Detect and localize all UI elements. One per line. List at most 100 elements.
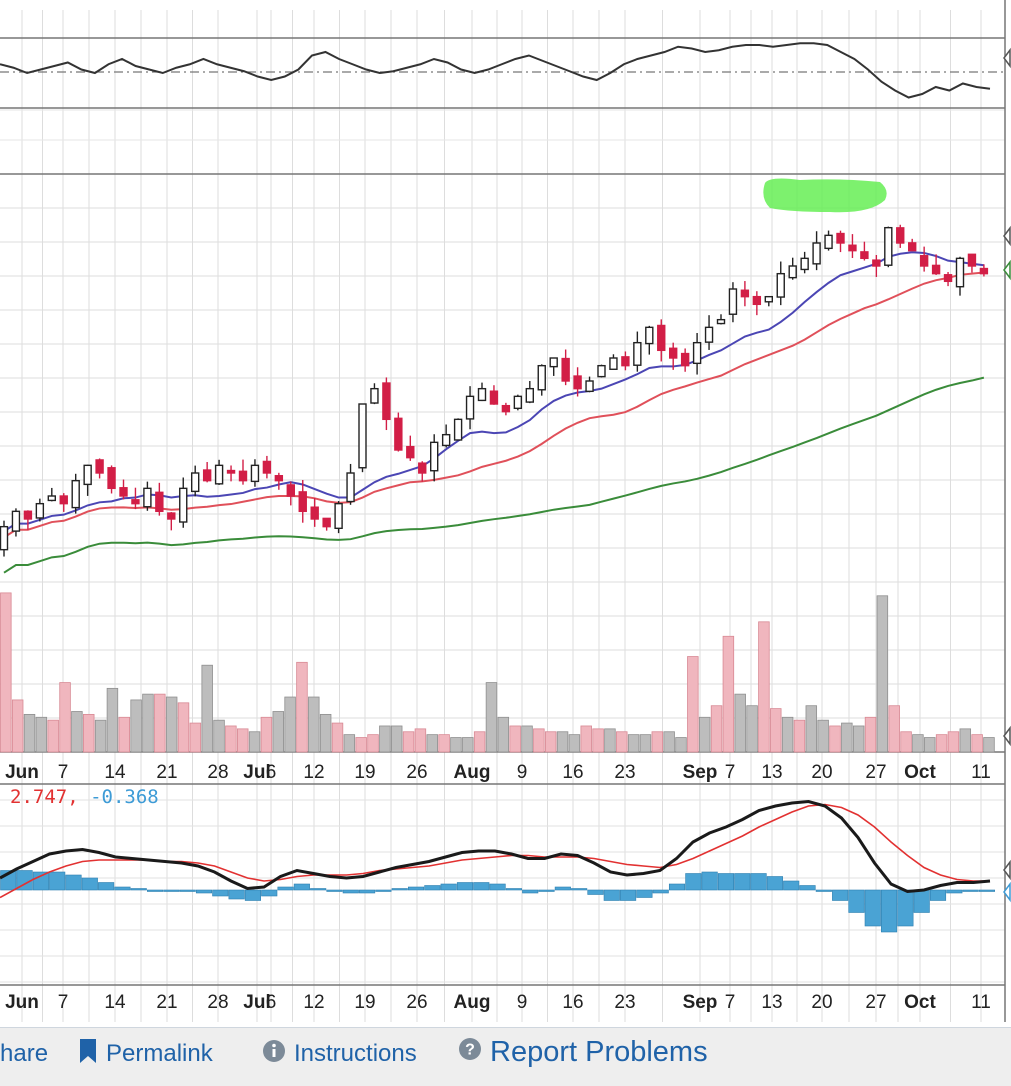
candle-body — [621, 356, 630, 367]
instructions-link[interactable]: Instructions — [262, 1036, 417, 1072]
macd-histogram-bar — [832, 889, 849, 901]
candle-body — [692, 341, 702, 365]
candle-body — [585, 380, 594, 393]
share-link[interactable]: hare — [0, 1036, 48, 1072]
volume-bar — [0, 592, 12, 753]
volume-bar — [23, 713, 36, 753]
macd-histogram-bar — [783, 880, 800, 891]
candle-body — [657, 324, 666, 352]
candle-body — [262, 460, 272, 474]
help-icon: ? — [458, 1036, 482, 1069]
volume-bar — [284, 696, 296, 753]
macd-histogram-bar — [147, 889, 164, 892]
volume-bar — [462, 737, 474, 753]
date-tick-label: 23 — [614, 992, 635, 1013]
date-tick-label: 11 — [971, 762, 991, 783]
candle-body — [119, 487, 128, 497]
macd-histogram-bar — [65, 874, 82, 891]
price-candles — [0, 224, 1011, 557]
date-tick-label: 27 — [865, 762, 886, 783]
macd-histogram-bar — [603, 889, 620, 901]
report-problems-link[interactable]: ? Report Problems — [458, 1034, 708, 1070]
report-problems-label: Report Problems — [490, 1035, 708, 1068]
volume-bar — [390, 725, 403, 753]
instructions-label: Instructions — [294, 1040, 417, 1067]
volume-bar — [213, 719, 225, 753]
candle-body — [95, 459, 104, 474]
candle-body — [298, 491, 307, 513]
macd-histogram-bar — [929, 889, 947, 901]
volume-bar — [521, 725, 533, 753]
date-tick-label: 27 — [865, 992, 886, 1013]
date-tick-label: 19 — [354, 992, 375, 1013]
candle-body — [394, 417, 403, 451]
share-label: hare — [0, 1040, 49, 1067]
macd-histogram-bar — [375, 889, 392, 892]
volume-bar — [59, 682, 71, 753]
volume-bar — [556, 731, 569, 753]
macd-histogram-bar — [359, 889, 376, 894]
date-tick-label: Jul — [243, 992, 270, 1013]
candle-body — [800, 257, 809, 271]
candle-body — [59, 495, 68, 505]
candle-body — [334, 502, 343, 530]
date-tick-label: 9 — [517, 992, 528, 1013]
macd-histogram-bar — [489, 883, 506, 891]
macd-histogram-bar — [228, 889, 245, 900]
volume-bar — [876, 595, 889, 753]
macd-histogram-bar — [636, 889, 653, 898]
candle-body — [776, 272, 785, 298]
candle-body — [310, 506, 319, 520]
date-tick-label: 7 — [725, 762, 736, 783]
macd-value: 2.747 — [10, 786, 68, 808]
volume-bar — [924, 737, 936, 753]
macd-legend-sep: , — [67, 786, 91, 808]
volume-bar — [533, 728, 545, 753]
candle-body — [633, 341, 642, 366]
volume-bar — [698, 716, 711, 753]
candle-body — [919, 255, 929, 267]
volume-bar — [189, 722, 202, 753]
candle-body — [561, 357, 570, 382]
volume-bar — [83, 713, 95, 753]
macd-histogram-bar — [293, 883, 310, 891]
candle-body — [955, 257, 965, 288]
candle-body — [286, 484, 295, 497]
candle-body — [884, 226, 893, 266]
highlight-shape — [763, 178, 887, 213]
moving-averages — [3, 251, 985, 574]
volume-bar — [426, 734, 438, 753]
macd-histogram-bar — [81, 877, 98, 891]
candle-body — [238, 470, 248, 482]
volume-bar — [616, 731, 628, 753]
permalink-link[interactable]: Permalink — [78, 1036, 213, 1072]
highlight-annotation — [763, 178, 887, 213]
macd-histogram-bar — [962, 889, 979, 892]
macd-histogram-bar — [212, 889, 229, 897]
volume-bar — [35, 716, 48, 753]
candle-body — [370, 387, 379, 404]
date-tick-label: 14 — [104, 762, 126, 783]
candle-body — [35, 502, 45, 519]
volume-bar — [829, 725, 841, 753]
date-tick-label: 13 — [761, 992, 782, 1013]
date-tick-label: 7 — [58, 992, 69, 1013]
volume-bar — [687, 656, 699, 753]
volume-bar — [177, 702, 190, 753]
macd-histogram-bar — [538, 889, 555, 892]
macd-panel — [0, 799, 1011, 933]
volume-bar — [544, 731, 557, 753]
grid-lines — [0, 0, 1006, 1022]
volume-bar — [485, 682, 498, 753]
candle-body — [979, 267, 989, 275]
volume-bar — [106, 687, 119, 753]
date-tick-label: 12 — [303, 992, 324, 1013]
date-tick-label: 28 — [207, 992, 228, 1013]
volume-bar — [793, 719, 806, 753]
date-tick-label: 28 — [207, 762, 228, 783]
candle-body — [23, 510, 33, 520]
sma-edge-marker — [1003, 259, 1011, 281]
candle-body — [322, 517, 331, 528]
candle-body — [107, 467, 116, 490]
